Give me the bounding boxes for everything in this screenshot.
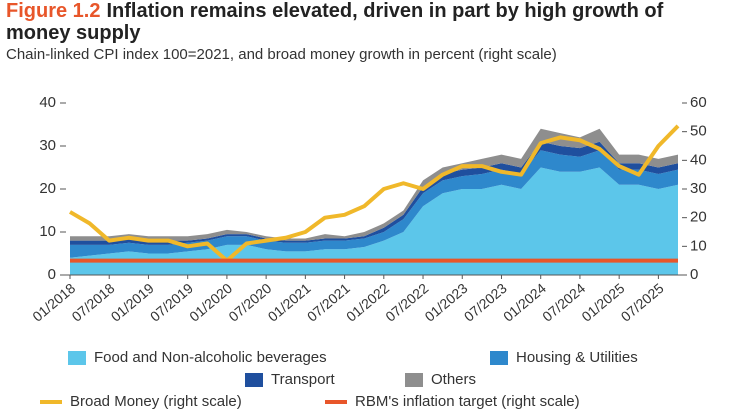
legend-label: Food and Non-alcoholic beverages [94,349,327,366]
legend-swatch [405,373,423,387]
y2-tick-label: 50 [690,123,707,140]
legend-swatch [490,351,508,365]
y-tick-label: 10 [39,223,56,240]
x-tick-label: 01/2022 [343,280,392,325]
y2-tick-label: 0 [690,266,698,283]
legend-swatch [245,373,263,387]
x-tick-label: 07/2024 [539,280,588,325]
area-band [70,150,678,258]
chart-title: Inflation remains elevated, driven in pa… [6,0,664,44]
chart-heading: Figure 1.2 Inflation remains elevated, dr… [6,0,706,44]
x-tick-label: 07/2020 [225,280,274,325]
area-band [70,167,678,275]
x-tick-label: 01/2021 [265,280,314,325]
y2-tick-label: 40 [690,151,707,168]
x-tick-label: 07/2021 [304,280,353,325]
legend-swatch [68,351,86,365]
x-tick-label: 01/2019 [108,280,157,325]
line [68,124,680,263]
legend-label: Transport [271,371,335,388]
x-tick-label: 01/2024 [500,280,549,325]
x-tick-label: 07/2022 [382,280,431,325]
y2-tick-label: 10 [690,237,707,254]
y2-tick-label: 20 [690,209,707,226]
y-tick-label: 30 [39,137,56,154]
y-tick-label: 0 [48,266,56,283]
area-band [70,128,678,241]
x-tick-label: 01/2025 [578,280,627,325]
legend-label: Others [431,371,476,388]
y-tick-label: 40 [39,94,56,111]
x-tick-label: 07/2023 [461,280,510,325]
x-tick-label: 07/2025 [618,280,667,325]
legend-label: RBM's inflation target (right scale) [355,393,580,410]
x-tick-label: 01/2018 [29,280,78,325]
y2-tick-label: 30 [690,180,707,197]
y-tick-label: 20 [39,180,56,197]
legend-label: Housing & Utilities [516,349,638,366]
x-tick-label: 07/2018 [68,280,117,325]
chart-subtitle: Chain-linked CPI index 100=2021, and bro… [6,46,557,63]
x-tick-label: 01/2023 [422,280,471,325]
y2-tick-label: 60 [690,94,707,111]
x-tick-label: 01/2020 [186,280,235,325]
figure-label: Figure 1.2 [6,0,101,22]
x-tick-label: 07/2019 [147,280,196,325]
legend-label: Broad Money (right scale) [70,393,242,410]
